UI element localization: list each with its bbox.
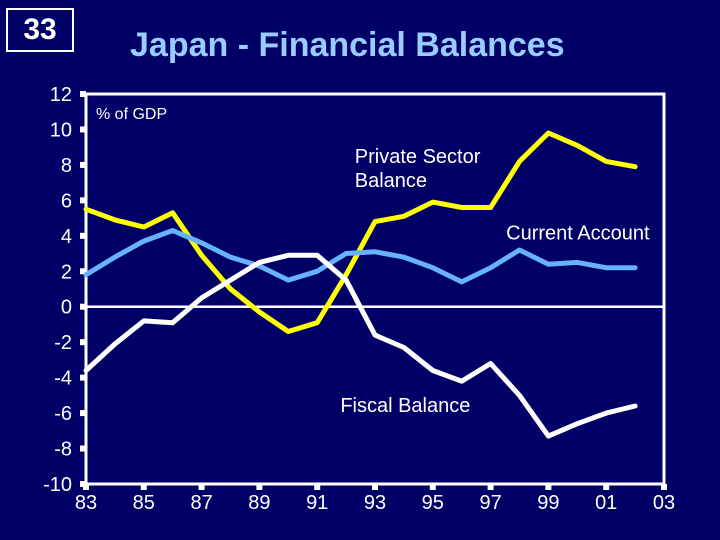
x-tick-label: 03 [653,492,675,514]
x-axis: 83 85 87 89 91 93 95 97 99 01 03 [75,484,675,514]
series-label-line: Fiscal Balance [340,395,470,417]
y-tick-mark [80,268,86,275]
x-tick-mark [603,484,610,490]
x-tick-label: 99 [537,492,559,514]
x-tick-mark [314,484,321,490]
y-axis: 12 10 8 6 4 2 0 -2 -4 -6 -8 -10 [43,84,86,496]
series-group [83,130,638,439]
y-tick-label: -2 [54,332,72,354]
y-tick-label: -4 [54,368,72,390]
x-tick-mark [256,484,263,490]
y-tick-mark [80,197,86,204]
x-tick-label: 95 [422,492,444,514]
x-tick-mark [83,484,89,490]
x-tick-mark [545,484,552,490]
y-tick-mark [80,91,86,97]
x-tick-label: 93 [364,492,386,514]
y-tick-label: 0 [61,297,72,319]
private-sector-label: Private Sector Balance [355,146,481,192]
y-tick-mark [80,410,86,417]
y-tick-mark [80,445,86,452]
x-tick-mark [661,484,667,490]
x-tick-label: 83 [75,492,97,514]
y-tick-label: 12 [50,84,72,106]
x-tick-label: 89 [248,492,270,514]
x-tick-label: 91 [306,492,328,514]
x-tick-label: 97 [479,492,501,514]
y-tick-mark [80,126,86,133]
y-tick-mark [80,339,86,346]
y-tick-mark [80,161,86,168]
x-tick-label: 85 [133,492,155,514]
y-tick-mark [80,303,86,310]
unit-label: % of GDP [96,106,167,123]
y-tick-label: 4 [61,226,72,248]
private-sector-line [83,130,638,334]
y-tick-label: 10 [50,119,72,141]
y-tick-label: -6 [54,403,72,425]
x-tick-mark [487,484,494,490]
y-tick-label: 2 [61,261,72,283]
x-tick-mark [372,484,378,490]
y-tick-label: -8 [54,439,72,461]
x-tick-label: 01 [595,492,617,514]
y-tick-mark [80,232,86,239]
series-labels: Private Sector Balance Current Account Fisc… [340,146,650,417]
y-tick-mark [80,374,86,381]
slide-number: 33 [6,8,74,52]
x-tick-label: 87 [190,492,212,514]
y-tick-label: -10 [43,474,72,496]
x-tick-mark [198,484,205,490]
current-account-label: Current Account [506,222,650,244]
series-label-line: Current Account [506,222,650,244]
fiscal-balance-line [83,252,638,439]
y-tick-label: 8 [61,155,72,177]
fiscal-balance-label: Fiscal Balance [340,395,470,417]
current-account-line [83,228,638,285]
series-label-line: Balance [355,170,427,192]
y-tick-label: 6 [61,190,72,212]
x-tick-mark [429,484,436,490]
x-tick-mark [140,484,147,490]
series-label-line: Private Sector [355,146,481,168]
chart-title: Japan - Financial Balances [130,26,565,64]
